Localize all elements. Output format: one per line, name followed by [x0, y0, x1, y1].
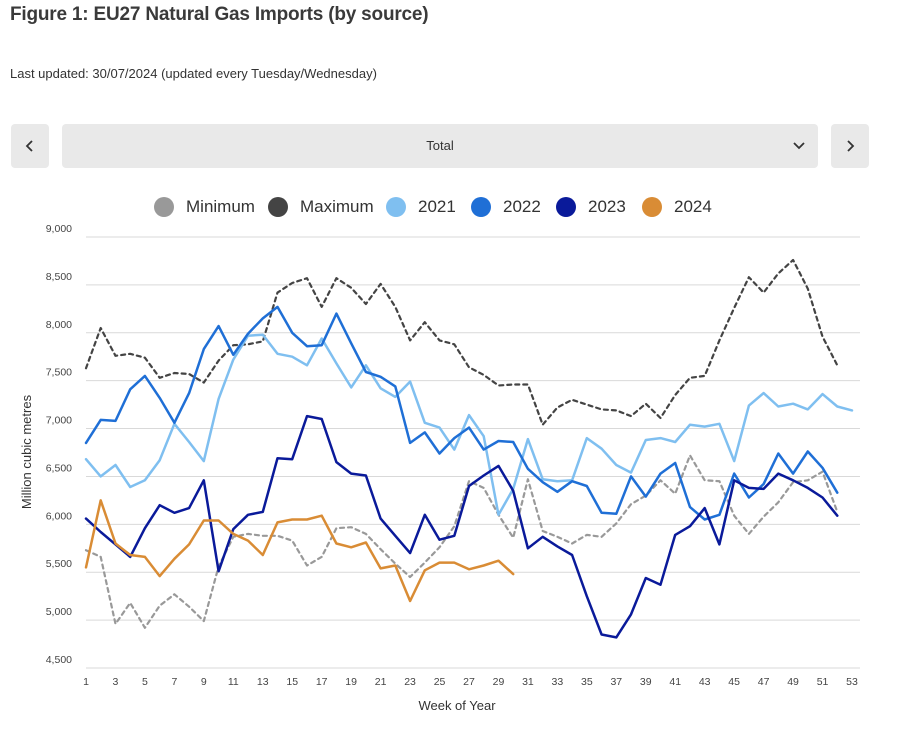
legend-label: Maximum: [300, 197, 374, 216]
x-tick-label: 33: [552, 676, 564, 688]
y-tick-label: 6,500: [46, 462, 72, 474]
x-tick-label: 9: [201, 676, 207, 688]
legend-item-2024[interactable]: 2024: [642, 194, 712, 220]
x-tick-label: 7: [171, 676, 177, 688]
source-dropdown[interactable]: Total: [62, 124, 818, 168]
x-axis-ticks: 1 3 5 7 9 11 13 15 17 19 21 23 25 27 29 31 33 35 37 39 41 43 4…: [83, 676, 858, 688]
series-line-maximum[interactable]: [84, 258, 839, 426]
chevron-right-icon: [847, 140, 855, 152]
x-axis-title: Week of Year: [418, 698, 496, 713]
legend-label: Minimum: [186, 197, 255, 216]
legend-item-2021[interactable]: 2021: [386, 194, 456, 220]
legend-swatch: [556, 197, 576, 217]
chevron-down-icon: [793, 142, 805, 150]
legend-label: 2022: [503, 197, 541, 216]
y-tick-label: 4,500: [46, 654, 72, 666]
x-tick-label: 41: [669, 676, 681, 688]
legend-label: 2023: [588, 197, 626, 216]
y-tick-label: 5,500: [46, 558, 72, 570]
x-tick-label: 53: [846, 676, 858, 688]
series-line-2023[interactable]: [84, 414, 839, 639]
x-tick-label: 13: [257, 676, 269, 688]
x-tick-label: 5: [142, 676, 148, 688]
legend-item-maximum[interactable]: Maximum: [268, 194, 374, 220]
x-tick-label: 31: [522, 676, 534, 688]
last-updated-text: Last updated: 30/07/2024 (updated every …: [10, 66, 377, 81]
x-tick-label: 23: [404, 676, 416, 688]
x-tick-label: 19: [345, 676, 357, 688]
series-line-minimum[interactable]: [84, 454, 839, 629]
series-line-2024[interactable]: [84, 499, 515, 603]
y-tick-label: 8,500: [46, 271, 72, 283]
dropdown-selected-value: Total: [426, 138, 454, 153]
x-tick-label: 11: [228, 676, 239, 688]
x-tick-label: 1: [83, 676, 89, 688]
series-line-2021[interactable]: [84, 333, 854, 517]
x-tick-label: 25: [434, 676, 446, 688]
legend-swatch: [268, 197, 288, 217]
legend-label: 2024: [674, 197, 712, 216]
x-tick-label: 27: [463, 676, 475, 688]
legend-swatch: [386, 197, 406, 217]
y-tick-label: 7,500: [46, 367, 72, 379]
chart-legend: Minimum Maximum 2021 2022 2023 2024: [0, 194, 913, 220]
legend-swatch: [154, 197, 174, 217]
y-tick-label: 9,000: [46, 223, 72, 235]
x-tick-label: 51: [817, 676, 829, 688]
x-tick-label: 3: [113, 676, 119, 688]
x-tick-label: 49: [787, 676, 799, 688]
chevron-left-icon: [25, 140, 33, 152]
y-axis-ticks: 4,500 5,000 5,500 6,000 6,500 7,000 7,500 8,000…: [46, 223, 72, 666]
x-tick-label: 15: [286, 676, 298, 688]
grid-lines: [86, 236, 860, 669]
y-tick-label: 6,000: [46, 510, 72, 522]
series-lines: [84, 258, 854, 639]
x-tick-label: 35: [581, 676, 593, 688]
legend-item-minimum[interactable]: Minimum: [154, 194, 255, 220]
figure-title: Figure 1: EU27 Natural Gas Imports (by s…: [10, 4, 429, 25]
previous-button[interactable]: [11, 124, 49, 168]
x-tick-label: 43: [699, 676, 711, 688]
x-tick-label: 45: [728, 676, 740, 688]
x-tick-label: 39: [640, 676, 652, 688]
x-tick-label: 37: [610, 676, 622, 688]
x-tick-label: 47: [758, 676, 770, 688]
y-axis-title: Million cubic metres: [19, 394, 34, 509]
x-tick-label: 29: [493, 676, 505, 688]
legend-item-2023[interactable]: 2023: [556, 194, 626, 220]
legend-swatch: [471, 197, 491, 217]
legend-swatch: [642, 197, 662, 217]
series-line-2022[interactable]: [84, 305, 839, 521]
x-tick-label: 21: [375, 676, 387, 688]
legend-label: 2021: [418, 197, 456, 216]
y-tick-label: 8,000: [46, 319, 72, 331]
next-button[interactable]: [831, 124, 869, 168]
y-tick-label: 7,000: [46, 415, 72, 427]
y-tick-label: 5,000: [46, 606, 72, 618]
x-tick-label: 17: [316, 676, 328, 688]
legend-item-2022[interactable]: 2022: [471, 194, 541, 220]
